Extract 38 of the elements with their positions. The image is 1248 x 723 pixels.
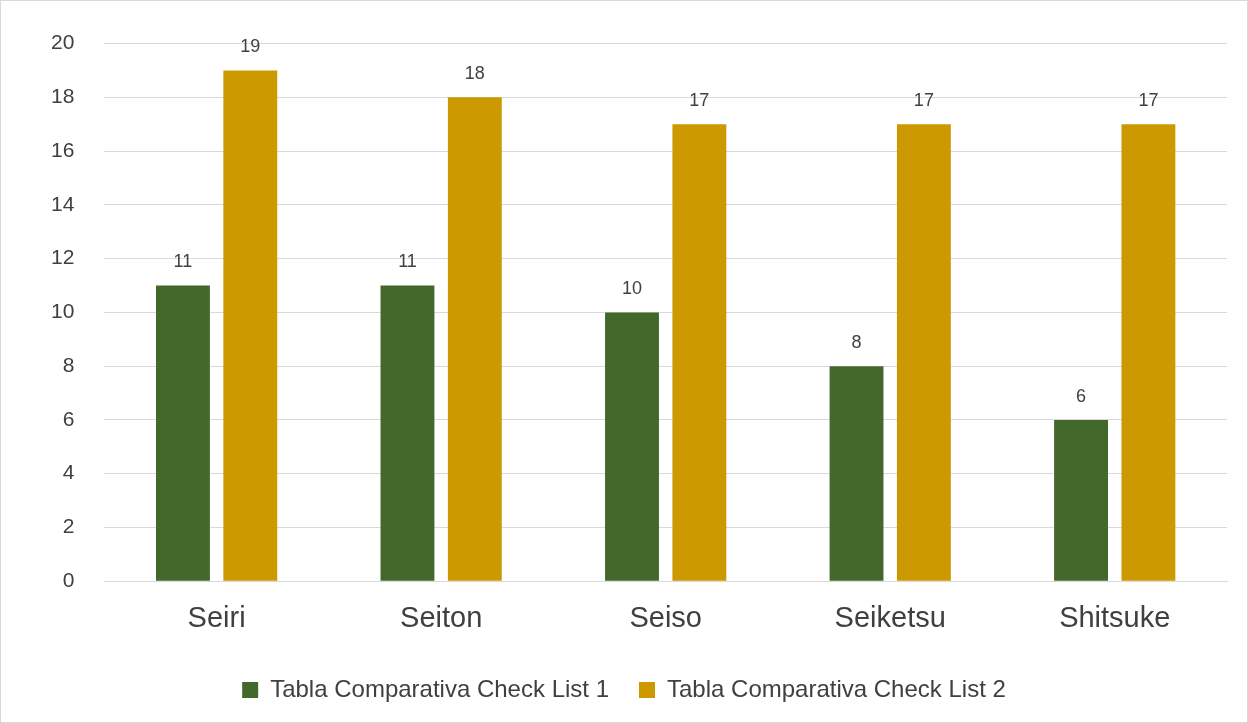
bar bbox=[447, 97, 502, 581]
data-label: 6 bbox=[1076, 385, 1087, 406]
x-tick-label: Seiketsu bbox=[834, 600, 946, 633]
y-tick-label: 16 bbox=[51, 137, 75, 161]
x-tick-label: Seiso bbox=[629, 600, 702, 633]
x-tick-label: Seiri bbox=[187, 600, 246, 633]
x-tick-label: Shitsuke bbox=[1059, 600, 1171, 633]
y-tick-label: 20 bbox=[51, 30, 75, 54]
data-label: 18 bbox=[464, 63, 485, 84]
legend-label: Tabla Comparativa Check List 1 bbox=[270, 674, 609, 702]
y-tick-label: 10 bbox=[51, 299, 75, 323]
bar bbox=[605, 312, 659, 581]
bar bbox=[1054, 419, 1108, 581]
data-label: 17 bbox=[1138, 90, 1159, 111]
bar bbox=[896, 124, 951, 581]
data-label: 11 bbox=[173, 251, 193, 272]
bar bbox=[223, 70, 278, 581]
y-tick-label: 0 bbox=[62, 568, 75, 591]
bar bbox=[380, 285, 435, 581]
data-label: 17 bbox=[913, 90, 934, 111]
data-label: 10 bbox=[621, 278, 643, 299]
data-label: 11 bbox=[398, 251, 417, 272]
y-tick-label: 8 bbox=[62, 352, 75, 376]
y-tick-label: 6 bbox=[62, 406, 75, 430]
bar bbox=[672, 124, 727, 581]
legend-label: Tabla Comparativa Check List 2 bbox=[667, 674, 1006, 702]
y-tick-label: 4 bbox=[62, 460, 75, 484]
y-tick-label: 2 bbox=[62, 514, 75, 538]
bar bbox=[156, 285, 210, 581]
y-tick-label: 12 bbox=[51, 245, 75, 269]
y-tick-label: 18 bbox=[51, 84, 75, 108]
data-label: 19 bbox=[240, 36, 261, 57]
data-label: 17 bbox=[689, 90, 710, 111]
bar bbox=[829, 366, 884, 581]
data-label: 8 bbox=[851, 332, 862, 353]
x-tick-label: Seiton bbox=[400, 600, 483, 633]
y-tick-label: 14 bbox=[51, 191, 75, 215]
bar bbox=[1121, 124, 1176, 581]
